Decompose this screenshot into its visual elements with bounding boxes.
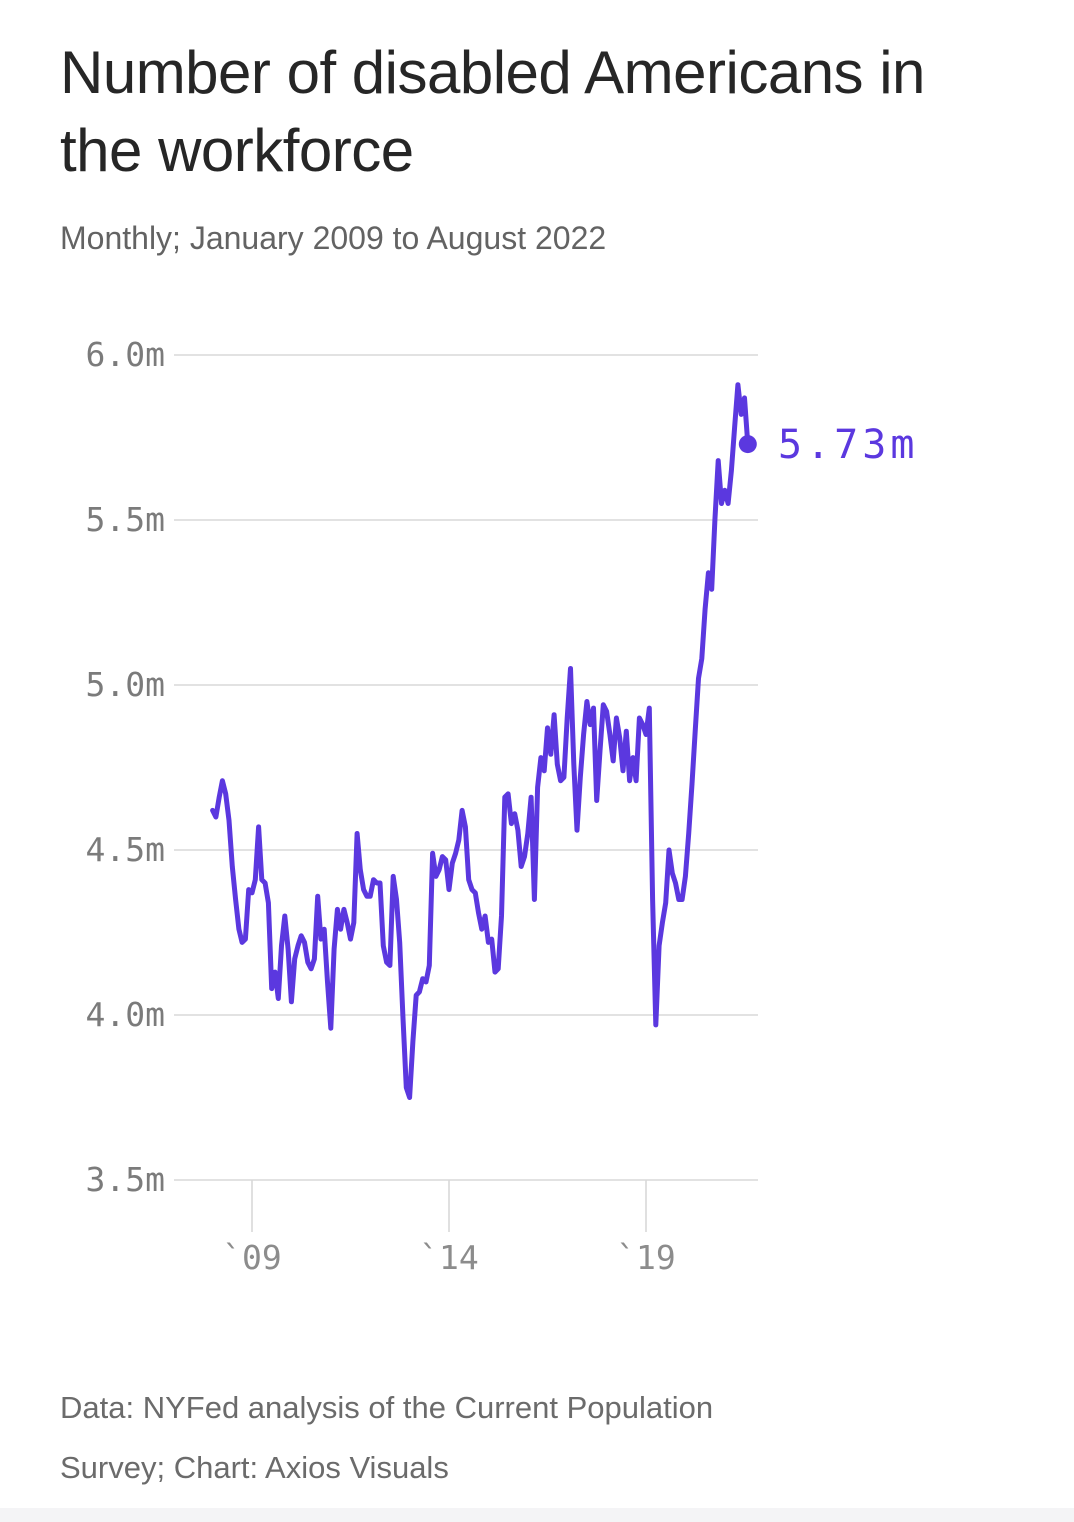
end-value-label: 5.73m <box>778 422 919 468</box>
x-axis-ticks <box>251 1180 647 1232</box>
chart-title-line1: Number of disabled Americans in <box>60 39 925 106</box>
series-line <box>210 382 751 1100</box>
y-axis-label: 4.0m <box>85 995 165 1034</box>
chart-subtitle: Monthly; January 2009 to August 2022 <box>60 220 607 256</box>
y-axis-label: 4.5m <box>85 830 165 869</box>
source-credit-line2: Survey; Chart: Axios Visuals <box>60 1450 449 1485</box>
x-axis-label: `09 <box>222 1238 282 1277</box>
y-axis-label: 3.5m <box>85 1160 165 1199</box>
x-axis-label: `19 <box>616 1238 676 1277</box>
chart-title-line2: the workforce <box>60 117 414 184</box>
y-axis-label: 5.5m <box>85 500 165 539</box>
bottom-edge-strip <box>0 1508 1074 1522</box>
x-axis-label: `14 <box>419 1238 479 1277</box>
gridlines <box>174 354 758 1181</box>
source-credit-line1: Data: NYFed analysis of the Current Popu… <box>60 1390 714 1425</box>
y-axis-label: 5.0m <box>85 665 165 704</box>
chart-title: Number of disabled Americans in the work… <box>60 34 1040 190</box>
end-point-marker <box>738 435 757 454</box>
source-credit: Data: NYFed analysis of the Current Popu… <box>60 1378 1000 1498</box>
y-axis-label: 6.0m <box>85 335 165 374</box>
